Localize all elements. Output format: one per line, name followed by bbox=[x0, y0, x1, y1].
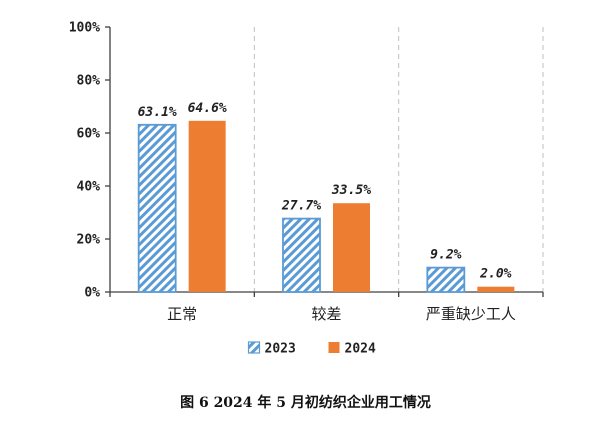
data-label: 63.1% bbox=[138, 105, 177, 120]
category-label: 较差 bbox=[311, 305, 341, 323]
category-label: 正常 bbox=[167, 305, 197, 323]
data-label: 9.2% bbox=[430, 248, 461, 263]
bar-2024 bbox=[188, 120, 226, 292]
bar-2024 bbox=[333, 203, 370, 292]
y-tick-label: 40% bbox=[77, 180, 101, 195]
bar-2023 bbox=[426, 266, 466, 293]
legend-swatch-2024 bbox=[328, 342, 340, 353]
y-tick-label: 100% bbox=[69, 21, 100, 36]
chart: 0% 20% 40% 60% 80% 100% 63.1% 64.6% 27.7% 33.5% 9… bbox=[69, 21, 544, 357]
y-tick-label: 80% bbox=[77, 74, 101, 89]
bar-2023 bbox=[137, 123, 177, 293]
legend-label: 2023 bbox=[265, 342, 296, 357]
bar-2024 bbox=[477, 286, 515, 292]
category-label: 严重缺少工人 bbox=[426, 305, 516, 323]
data-label: 64.6% bbox=[188, 101, 227, 116]
y-tick-label: 60% bbox=[77, 127, 101, 142]
legend-swatch-2023 bbox=[247, 341, 261, 354]
data-label: 27.7% bbox=[281, 199, 321, 214]
legend-label: 2024 bbox=[345, 342, 376, 357]
grid-lines bbox=[253, 27, 544, 292]
data-labels: 63.1% 64.6% 27.7% 33.5% 9.2% 2.0% bbox=[138, 101, 512, 282]
legend: 2023 2024 bbox=[247, 341, 376, 357]
y-tick-label: 0% bbox=[84, 286, 100, 301]
y-tick-label: 20% bbox=[77, 233, 101, 248]
figure-caption: 图 6 2024 年 5 月初纺织企业用工情况 bbox=[180, 395, 431, 411]
data-label: 2.0% bbox=[479, 267, 511, 282]
y-axis-ticks: 0% 20% 40% 60% 80% 100% bbox=[69, 21, 110, 301]
bar-2023 bbox=[282, 217, 321, 293]
axes bbox=[109, 27, 544, 297]
x-axis-categories: 正常 较差 严重缺少工人 bbox=[167, 305, 516, 323]
data-label: 33.5% bbox=[331, 183, 371, 198]
bars bbox=[137, 120, 515, 293]
